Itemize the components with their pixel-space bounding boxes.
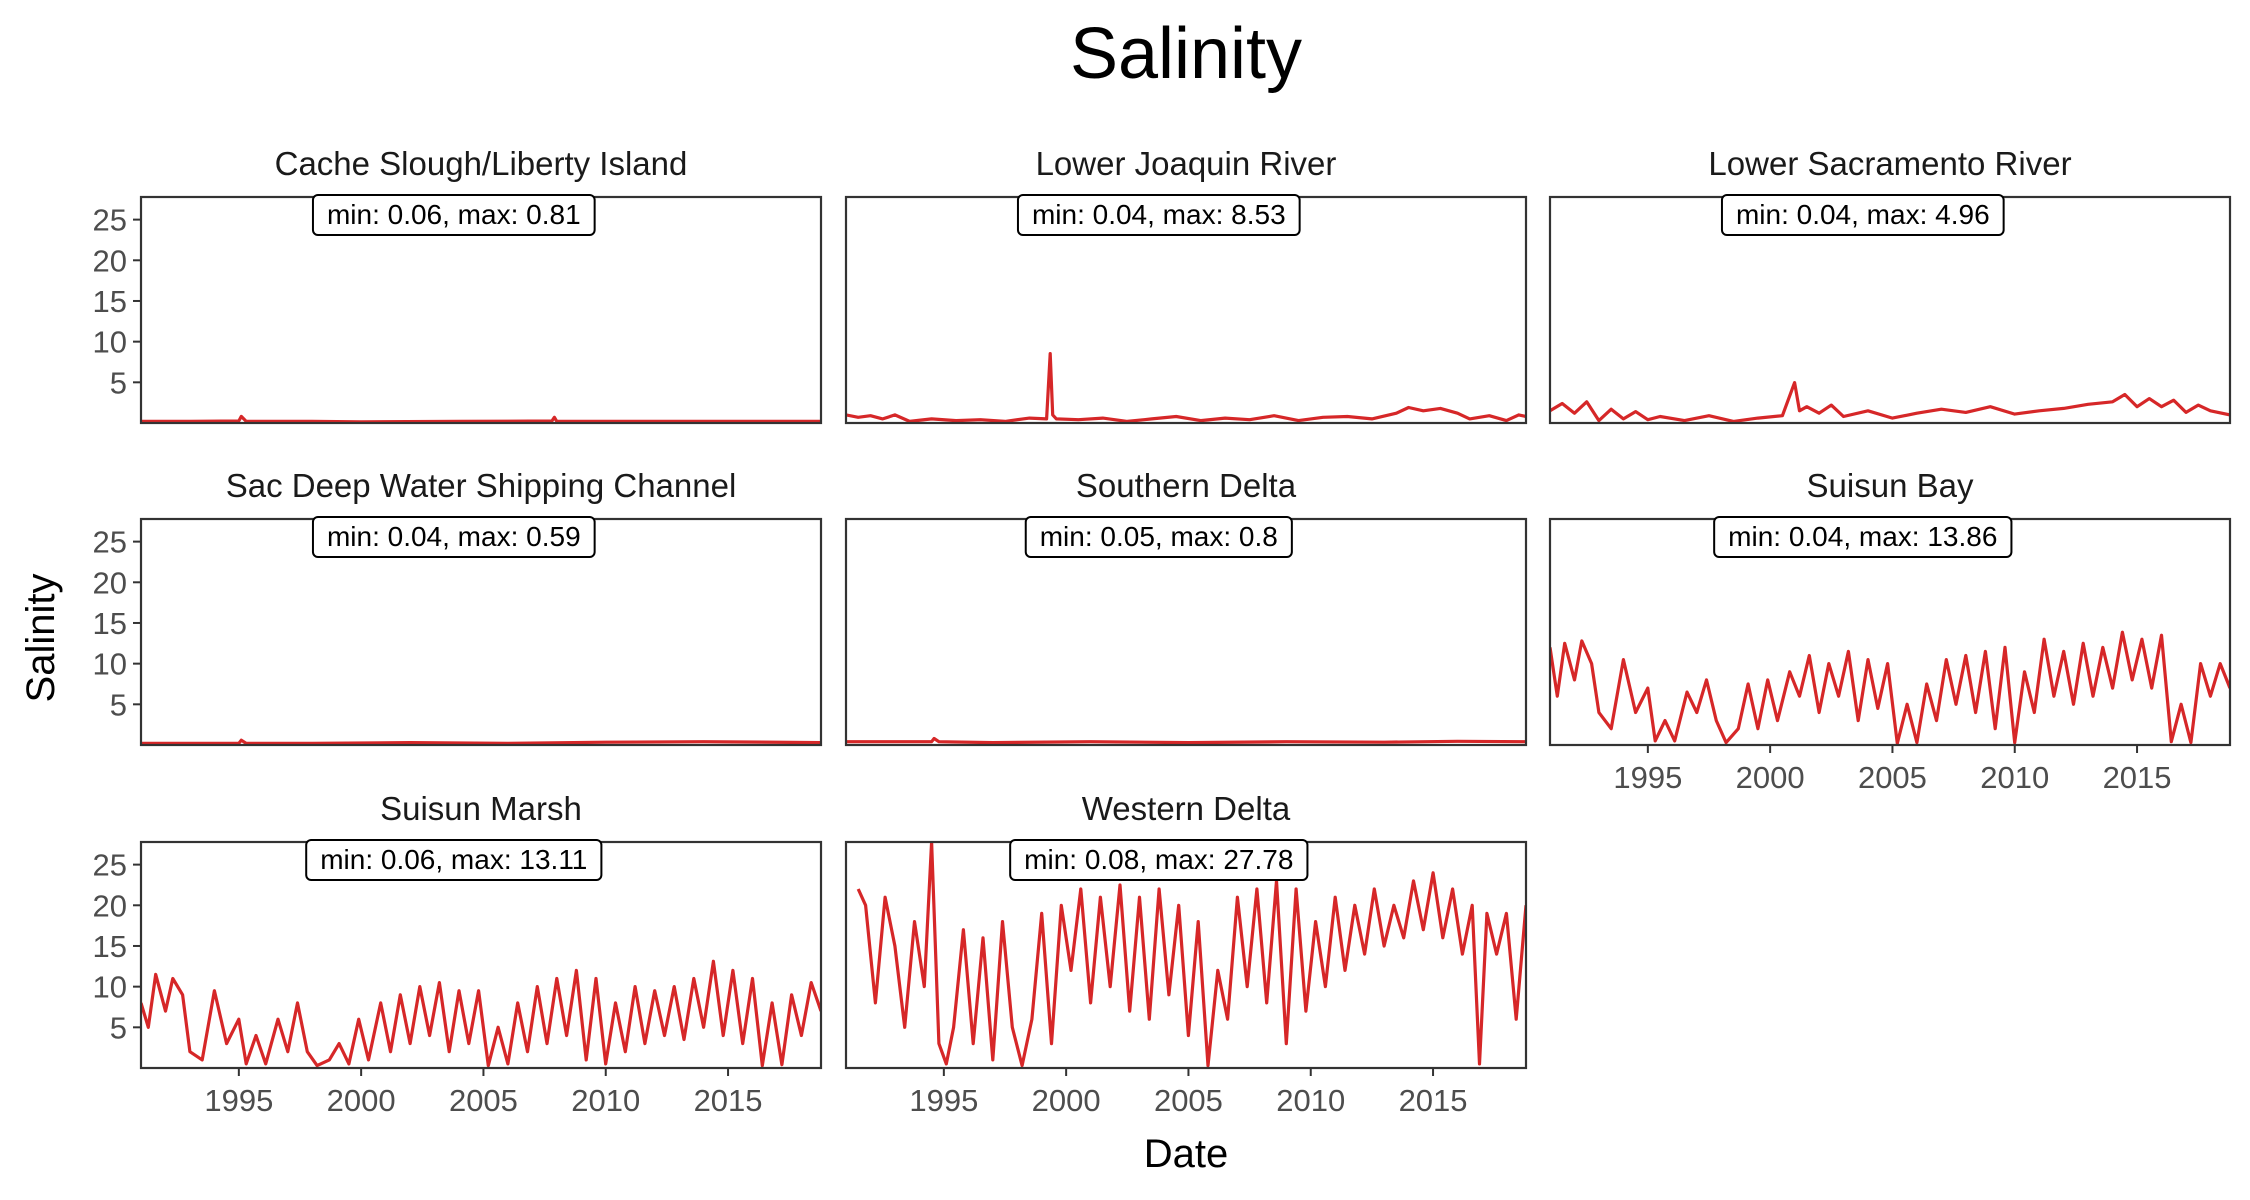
min-max-annotation: min: 0.08, max: 27.78 <box>1024 844 1293 875</box>
series-line <box>1550 630 2230 745</box>
x-tick-label: 2000 <box>1032 1083 1101 1118</box>
y-tick-label: 5 <box>110 365 127 400</box>
y-tick-label: 10 <box>93 325 127 360</box>
x-tick-label: 2015 <box>1399 1083 1468 1118</box>
facet-panels: Cache Slough/Liberty Island min: 0.06, ma… <box>93 145 2232 1118</box>
facet-panel: Suisun Marsh min: 0.06, max: 13.11 5 10 15 20… <box>93 790 823 1118</box>
series-line <box>141 959 821 1068</box>
facet-title: Sac Deep Water Shipping Channel <box>226 467 737 504</box>
facet-panel: Lower Sacramento River min: 0.04, max: 4.… <box>1548 145 2232 425</box>
annotation-box <box>305 839 603 881</box>
series-line <box>1550 381 2230 423</box>
annotation-box <box>311 194 596 236</box>
chart-title: Salinity <box>1070 14 1302 94</box>
facet-panel: Cache Slough/Liberty Island min: 0.06, ma… <box>93 145 823 425</box>
x-tick-label: 2015 <box>2103 760 2172 795</box>
x-tick-label: 2010 <box>571 1083 640 1118</box>
y-axis-label: Salinity <box>19 574 63 703</box>
series-line <box>141 738 821 745</box>
facet-title: Western Delta <box>1082 790 1291 827</box>
y-tick-label: 20 <box>93 243 127 278</box>
x-tick-label: 2005 <box>1858 760 1927 795</box>
x-tick-label: 1995 <box>909 1083 978 1118</box>
min-max-annotation: min: 0.04, max: 4.96 <box>1736 199 1990 230</box>
series-line <box>846 352 1526 423</box>
facet-title: Suisun Marsh <box>380 790 582 827</box>
series-line <box>141 414 821 423</box>
annotation-box <box>1016 194 1301 236</box>
y-tick-label: 10 <box>93 647 127 682</box>
y-tick-label: 10 <box>93 970 127 1005</box>
x-tick-label: 2015 <box>694 1083 763 1118</box>
y-tick-label: 20 <box>93 565 127 600</box>
annotation-box <box>1720 194 2005 236</box>
facet-panel: Lower Joaquin River min: 0.04, max: 8.53 <box>844 145 1528 425</box>
series-line <box>846 736 1526 745</box>
x-tick-label: 2000 <box>1736 760 1805 795</box>
annotation-box <box>1024 516 1293 558</box>
y-tick-label: 25 <box>93 525 127 560</box>
min-max-annotation: min: 0.06, max: 0.81 <box>327 199 581 230</box>
x-tick-label: 2005 <box>449 1083 518 1118</box>
y-tick-label: 15 <box>93 929 127 964</box>
series-line <box>856 842 1526 1068</box>
annotation-box <box>1009 839 1309 881</box>
facet-panel: Southern Delta min: 0.05, max: 0.8 <box>844 467 1528 747</box>
annotation-box <box>1713 516 2013 558</box>
y-tick-label: 5 <box>110 1010 127 1045</box>
y-tick-label: 25 <box>93 203 127 238</box>
y-tick-label: 5 <box>110 687 127 722</box>
facet-title: Suisun Bay <box>1807 467 1974 504</box>
facet-title: Southern Delta <box>1076 467 1297 504</box>
facet-title: Cache Slough/Liberty Island <box>275 145 688 182</box>
min-max-annotation: min: 0.06, max: 13.11 <box>320 844 587 875</box>
min-max-annotation: min: 0.04, max: 8.53 <box>1032 199 1286 230</box>
min-max-annotation: min: 0.04, max: 0.59 <box>327 521 581 552</box>
x-tick-label: 2010 <box>1980 760 2049 795</box>
facet-title: Lower Joaquin River <box>1036 145 1337 182</box>
y-tick-label: 20 <box>93 888 127 923</box>
x-tick-label: 2005 <box>1154 1083 1223 1118</box>
y-tick-label: 25 <box>93 848 127 883</box>
y-tick-label: 15 <box>93 284 127 319</box>
x-axis-label: Date <box>1144 1132 1229 1176</box>
facet-panel: Western Delta min: 0.08, max: 27.78 1995 20… <box>844 790 1528 1118</box>
facet-title: Lower Sacramento River <box>1708 145 2071 182</box>
x-tick-label: 1995 <box>204 1083 273 1118</box>
x-tick-label: 2010 <box>1276 1083 1345 1118</box>
facet-panel: Suisun Bay min: 0.04, max: 13.86 1995 2000 2… <box>1548 467 2232 795</box>
x-tick-label: 2000 <box>327 1083 396 1118</box>
facet-panel: Sac Deep Water Shipping Channel min: 0.04… <box>93 467 823 747</box>
y-tick-label: 15 <box>93 606 127 641</box>
min-max-annotation: min: 0.05, max: 0.8 <box>1040 521 1278 552</box>
min-max-annotation: min: 0.04, max: 13.86 <box>1728 521 1997 552</box>
annotation-box <box>311 516 596 558</box>
x-tick-label: 1995 <box>1613 760 1682 795</box>
